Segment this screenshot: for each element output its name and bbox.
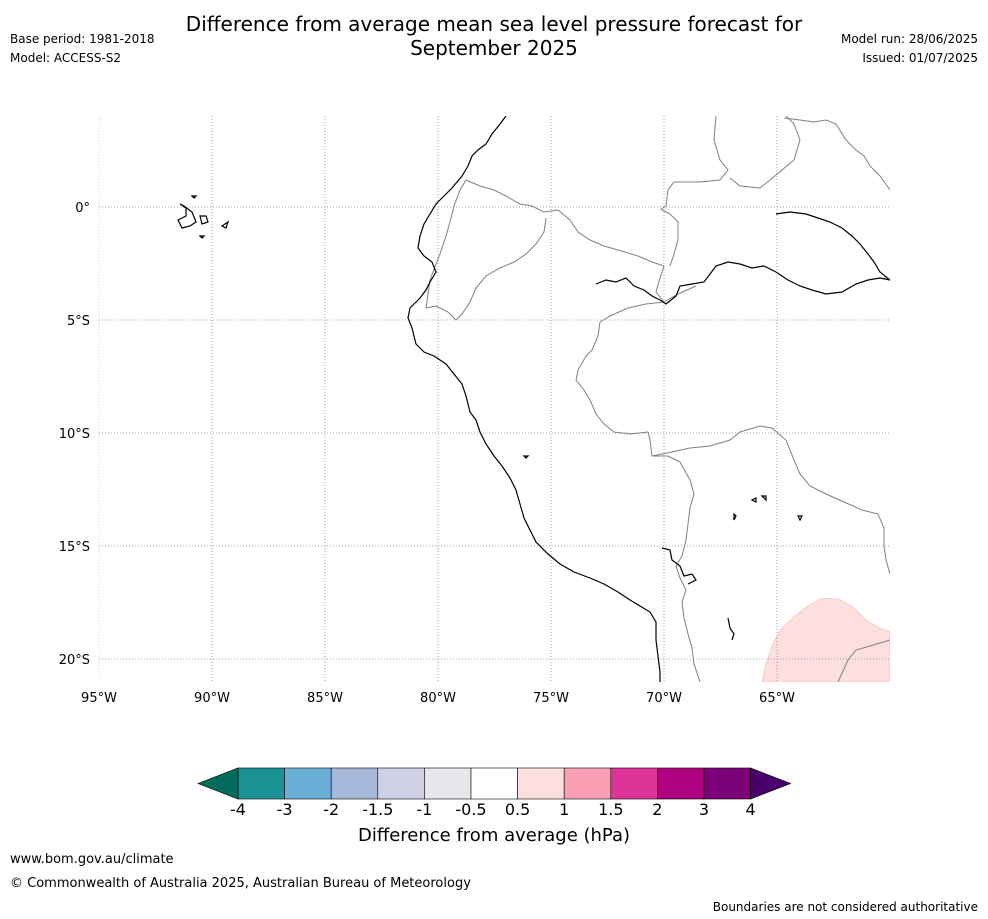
colorbar-swatch <box>424 767 472 800</box>
latitude-label: 10°S <box>59 427 90 442</box>
colorbar-tick-label: 0.5 <box>504 800 531 819</box>
colorbar-tick-label: -1 <box>416 800 433 819</box>
issued-label: Issued: 01/07/2025 <box>862 51 978 65</box>
longitude-label: 85°W <box>307 691 343 706</box>
colorbar-swatch <box>237 767 285 800</box>
colorbar-swatch <box>330 767 379 800</box>
longitude-label: 80°W <box>420 691 456 706</box>
longitude-label: 95°W <box>81 691 117 706</box>
footer-url: www.bom.gov.au/climate <box>10 852 174 867</box>
longitude-label: 75°W <box>533 691 569 706</box>
map-area <box>99 116 890 682</box>
model-run-label: Model run: 28/06/2025 <box>840 32 978 46</box>
colorbar-swatch <box>470 767 518 800</box>
colorbar <box>197 767 792 800</box>
colorbar-tick-label: 3 <box>698 800 710 819</box>
footer-copyright: © Commonwealth of Australia 2025, Austra… <box>10 876 471 891</box>
colorbar-swatch <box>563 767 612 800</box>
longitude-label: 70°W <box>646 691 682 706</box>
colorbar-title: Difference from average (hPa) <box>357 825 631 846</box>
colorbar-swatch <box>517 767 565 800</box>
pressure-anomaly-region <box>761 597 890 682</box>
base-period-label: Base period: 1981-2018 <box>10 32 155 46</box>
colorbar-tick-label: -4 <box>230 800 246 819</box>
country-borders <box>425 116 890 682</box>
colorbar-tick-label: -1.5 <box>362 800 394 819</box>
latitude-label: 20°S <box>59 653 90 668</box>
latitude-label: 0° <box>75 201 90 216</box>
latitude-labels: 0° 5°S 10°S 15°S 20°S <box>59 201 90 668</box>
coastlines <box>177 116 890 682</box>
colorbar-tick-label: 2 <box>652 800 663 819</box>
colorbar-tick-label: -2 <box>323 800 340 819</box>
chart-title: Difference from average mean sea level p… <box>185 12 803 60</box>
colorbar-tick-label: 4 <box>745 800 756 819</box>
colorbar-swatch <box>610 767 658 800</box>
colorbar-swatch <box>703 767 751 800</box>
model-label: Model: ACCESS-S2 <box>10 51 122 65</box>
footer-disclaimer: Boundaries are not considered authoritat… <box>712 900 978 914</box>
colorbar-swatch <box>377 767 425 800</box>
colorbar-low-extend <box>197 767 239 800</box>
longitude-labels: 95°W 90°W 85°W 80°W 75°W 70°W 65°W <box>81 691 795 706</box>
colorbar-high-extend <box>750 767 792 800</box>
colorbar-swatch <box>284 767 332 800</box>
colorbar-tick-label: 1.5 <box>598 800 624 819</box>
map-grid <box>99 116 890 682</box>
colorbar-tick-label: -3 <box>276 800 293 819</box>
longitude-label: 65°W <box>759 691 795 706</box>
latitude-label: 15°S <box>59 540 90 555</box>
longitude-label: 90°W <box>194 691 230 706</box>
colorbar-swatch <box>657 767 705 800</box>
latitude-label: 5°S <box>67 314 90 329</box>
colorbar-tick-label: -0.5 <box>455 800 487 819</box>
colorbar-tick-label: 1 <box>559 800 570 819</box>
